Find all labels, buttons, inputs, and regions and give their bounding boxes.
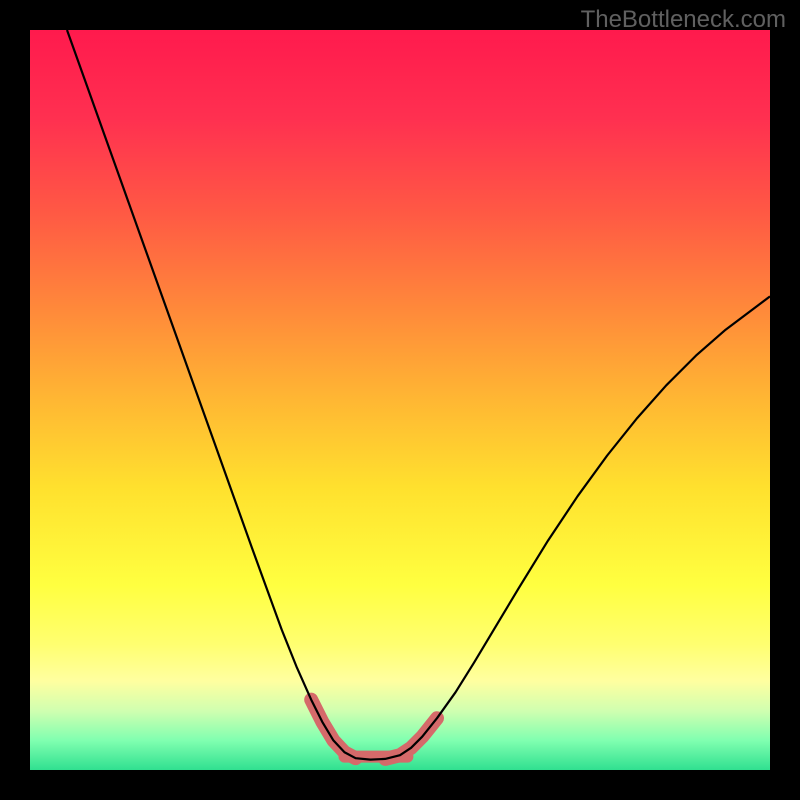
plot-svg (30, 30, 770, 770)
chart-frame: TheBottleneck.com (0, 0, 800, 800)
gradient-background (30, 30, 770, 770)
plot-area (30, 30, 770, 770)
